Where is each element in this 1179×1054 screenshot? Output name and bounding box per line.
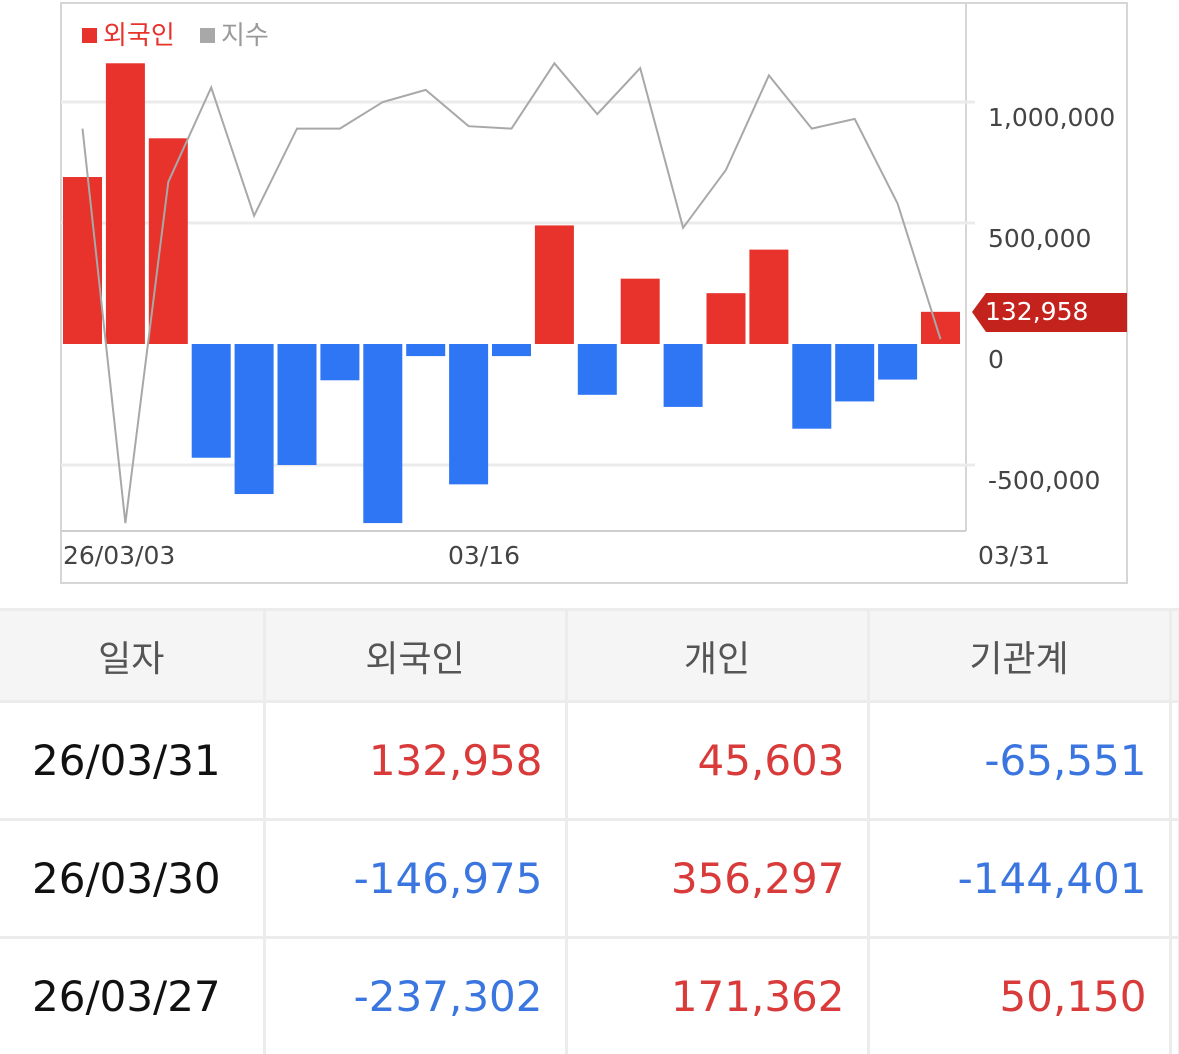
grid-lines	[61, 100, 975, 467]
foreign-bar	[105, 63, 145, 344]
foreign-bar	[406, 344, 446, 357]
x-tick-label: 26/03/03	[63, 541, 175, 570]
legend-foreign-label: 외국인	[103, 21, 175, 51]
foreign-bar	[749, 249, 789, 344]
y-axis-ticks: 1,000,000 500,000 0 -500,000	[988, 103, 1115, 495]
cell-foreign: 132,958	[262, 700, 568, 821]
foreign-bar	[191, 344, 231, 458]
table-row[interactable]: 26/03/31 132,958 45,603 -65,551	[0, 700, 1179, 821]
legend-index-swatch	[200, 28, 215, 43]
cell-foreign: -237,302	[262, 936, 568, 1054]
cell-institution: -65,551	[866, 700, 1172, 821]
y-tick-label: 0	[988, 345, 1004, 374]
foreign-bar	[792, 344, 832, 429]
x-tick-label: 03/31	[978, 541, 1050, 570]
cell-individual: 356,297	[564, 818, 870, 939]
foreign-bar	[277, 344, 317, 465]
foreign-bar	[63, 177, 102, 344]
cell-individual: 45,603	[564, 700, 870, 821]
investor-table: 일자 외국인 개인 기관계 26/03/31 132,958 45,603 -6…	[0, 608, 1179, 1054]
foreign-bar	[835, 344, 875, 402]
cell-date: 26/03/31	[0, 700, 266, 821]
x-axis-ticks: 26/03/03 03/16 03/31	[63, 541, 1050, 570]
index-line	[81, 61, 942, 524]
x-tick-label: 03/16	[448, 541, 520, 570]
header-individual: 개인	[564, 608, 870, 703]
foreign-bar	[706, 293, 746, 344]
foreign-bar	[620, 278, 660, 344]
cell-date: 26/03/30	[0, 818, 266, 939]
cell-date: 26/03/27	[0, 936, 266, 1054]
cell-institution: -144,401	[866, 818, 1172, 939]
chart-frame	[60, 2, 1128, 584]
y-tick-label: -500,000	[988, 466, 1100, 495]
table-row[interactable]: 26/03/27 -237,302 171,362 50,150	[0, 936, 1179, 1054]
header-overflow	[1168, 608, 1179, 703]
foreign-bar	[577, 344, 617, 395]
cell-foreign: -146,975	[262, 818, 568, 939]
cell-institution: 50,150	[866, 936, 1172, 1054]
foreign-bar	[534, 225, 574, 344]
investor-chart: 1,000,000 500,000 0 -500,000 26/03/03 03/16 0…	[60, 2, 1128, 584]
cell-overflow	[1168, 818, 1179, 939]
foreign-bar	[148, 138, 188, 344]
current-value-badge: 132,958	[972, 293, 1127, 332]
foreign-bar	[363, 344, 403, 524]
y-tick-label: 1,000,000	[988, 103, 1115, 132]
badge-value: 132,958	[985, 297, 1088, 326]
cell-individual: 171,362	[564, 936, 870, 1054]
legend-foreign-swatch	[82, 28, 97, 43]
chart-svg: 1,000,000 500,000 0 -500,000 26/03/03 03/16 0…	[60, 2, 1128, 584]
foreign-bar	[449, 344, 489, 485]
foreign-bars	[63, 63, 960, 524]
table-header-row: 일자 외국인 개인 기관계	[0, 608, 1179, 703]
foreign-bar	[663, 344, 703, 407]
header-institution: 기관계	[866, 608, 1172, 703]
table-row[interactable]: 26/03/30 -146,975 356,297 -144,401	[0, 818, 1179, 939]
header-date: 일자	[0, 608, 266, 703]
legend-index-label: 지수	[221, 21, 269, 51]
cell-overflow	[1168, 700, 1179, 821]
legend: 외국인 지수	[82, 21, 269, 51]
foreign-bar	[320, 344, 360, 381]
y-tick-label: 500,000	[988, 224, 1091, 253]
foreign-bar	[878, 344, 918, 380]
badge-shape	[972, 293, 1127, 332]
cell-overflow	[1168, 936, 1179, 1054]
foreign-bar	[492, 344, 531, 357]
header-foreign: 외국인	[262, 608, 568, 703]
foreign-bar	[234, 344, 274, 495]
